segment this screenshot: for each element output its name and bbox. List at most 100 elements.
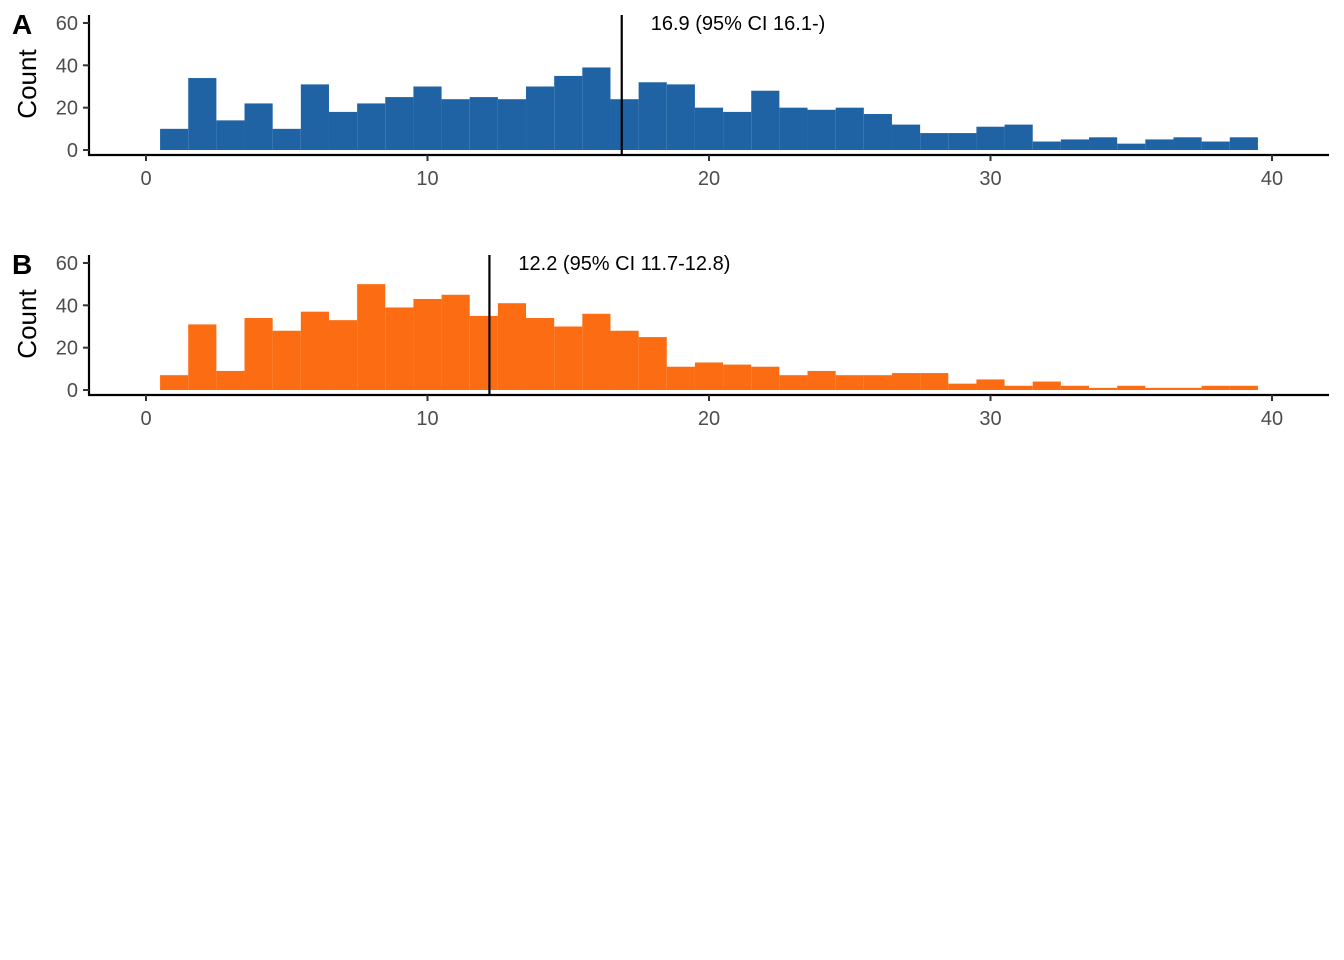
panel-b-bar bbox=[863, 375, 892, 390]
panel-b-y-tick-label: 60 bbox=[56, 253, 78, 275]
panel-b-bar bbox=[920, 373, 949, 390]
panel-a-bar bbox=[300, 84, 329, 150]
panel-a-bar bbox=[1201, 141, 1230, 150]
panel-a-bar bbox=[385, 97, 414, 150]
panel-b-bar bbox=[948, 383, 977, 390]
panel-a-bar bbox=[441, 99, 470, 150]
panel-a-bar bbox=[1117, 143, 1146, 150]
panel-a-bar bbox=[1004, 124, 1033, 150]
panel-b-bar bbox=[582, 313, 611, 390]
panel-b-y-tick-label: 40 bbox=[56, 295, 78, 317]
panel-b-tag: B bbox=[12, 249, 32, 280]
panel-b-bar bbox=[1089, 387, 1118, 390]
panel-b-bar bbox=[160, 375, 189, 390]
panel-a-median-annotation: 16.9 (95% CI 16.1-) bbox=[651, 13, 826, 35]
panel-b-x-tick-label: 0 bbox=[140, 408, 151, 430]
panel-a-bar bbox=[976, 126, 1005, 150]
panel-a-bar bbox=[835, 107, 864, 150]
panel-b-bar bbox=[216, 370, 245, 390]
panel-a-bar bbox=[469, 97, 498, 150]
panel-a-bar bbox=[863, 114, 892, 150]
panel-a-bar bbox=[328, 111, 358, 150]
panel-b-bar bbox=[1117, 385, 1146, 390]
panel-a-bar bbox=[779, 107, 808, 150]
panel-a-y-tick-label: 0 bbox=[67, 140, 78, 162]
panel-a-bar bbox=[160, 128, 189, 150]
panel-b-bar bbox=[694, 362, 724, 390]
panel-a-bar bbox=[497, 99, 527, 150]
panel-b-bar bbox=[1032, 381, 1061, 390]
panel-a-x-tick-label: 0 bbox=[140, 168, 151, 190]
panel-b-y-axis-title: Count bbox=[12, 289, 42, 359]
panel-a-bar bbox=[1173, 137, 1202, 150]
panel-b-bar bbox=[976, 379, 1005, 390]
panel-a-bar bbox=[694, 107, 724, 150]
panel-b-x-tick-label: 10 bbox=[416, 408, 438, 430]
panel-a-y-tick-label: 40 bbox=[56, 55, 78, 77]
panel-b-bar bbox=[1004, 385, 1033, 390]
panel-a-bar bbox=[1145, 139, 1174, 150]
panel-b-bar bbox=[723, 364, 752, 390]
panel-a-bar bbox=[526, 86, 555, 150]
panel-a-bar bbox=[357, 103, 386, 150]
panel-a-bar bbox=[554, 75, 583, 150]
panel-a-bar bbox=[891, 124, 921, 150]
panel-a-axes: 0 20 40 60 0 10 20 30 40 bbox=[56, 13, 1329, 190]
panel-b-x-tick-label: 30 bbox=[979, 408, 1001, 430]
panel-a-bar bbox=[413, 86, 442, 150]
panel-b-bar bbox=[554, 326, 583, 390]
panel-b-bar bbox=[891, 373, 921, 390]
panel-a-x-tick-label: 10 bbox=[416, 168, 438, 190]
panel-a-bar bbox=[216, 120, 245, 150]
panel-b-bar bbox=[469, 315, 498, 390]
panel-b-axes: 0 20 40 60 0 10 20 30 40 bbox=[56, 253, 1329, 430]
panel-b-bar bbox=[357, 284, 386, 390]
panel-b-y-tick-label: 20 bbox=[56, 338, 78, 360]
panel-a-bar bbox=[948, 133, 977, 150]
panel-b-bar bbox=[751, 366, 780, 390]
panel-b-bar bbox=[441, 294, 470, 390]
panel-b-bar bbox=[807, 370, 836, 390]
panel-b-bar bbox=[779, 375, 808, 390]
panel-a-y-axis-title: Count bbox=[12, 49, 42, 119]
panel-a-bar bbox=[807, 109, 836, 150]
panel-b-bar bbox=[385, 307, 414, 390]
panel-b-bar bbox=[1145, 387, 1174, 390]
panel-b-bar bbox=[497, 303, 527, 390]
panel-b-bar bbox=[610, 330, 639, 390]
panel-a-bar bbox=[610, 99, 639, 150]
panel-b-bar bbox=[328, 320, 358, 390]
panel-a-bar bbox=[582, 67, 611, 150]
panel-b-bar bbox=[1060, 385, 1090, 390]
panel-b-bar bbox=[272, 330, 301, 390]
panel-b-bars bbox=[160, 284, 1258, 390]
panel-b-median-annotation: 12.2 (95% CI 11.7-12.8) bbox=[518, 253, 730, 275]
panel-a-tag: A bbox=[12, 9, 32, 40]
panel-b-bar bbox=[300, 311, 329, 390]
panel-a-bar bbox=[723, 111, 752, 150]
panel-a-bar bbox=[751, 90, 780, 150]
panel-a-bars bbox=[160, 67, 1258, 150]
panel-a-x-tick-label: 20 bbox=[698, 168, 720, 190]
panel-b-x-tick-label: 20 bbox=[698, 408, 720, 430]
panel-b-bar bbox=[413, 298, 442, 390]
panel-b-x-tick-label: 40 bbox=[1261, 408, 1283, 430]
panel-b-bar bbox=[244, 318, 273, 390]
panel-a-bar bbox=[638, 82, 667, 150]
panel-a-bar bbox=[244, 103, 273, 150]
panel-a-bar bbox=[272, 128, 301, 150]
panel-a-bar bbox=[1229, 137, 1258, 150]
panel-b-bar bbox=[188, 324, 217, 390]
panel-a-bar bbox=[1089, 137, 1118, 150]
panel-a-x-tick-label: 30 bbox=[979, 168, 1001, 190]
panel-b-bar bbox=[1229, 385, 1258, 390]
panel-a-x-tick-label: 40 bbox=[1261, 168, 1283, 190]
panel-a-bar bbox=[1032, 141, 1061, 150]
panel-b-bar bbox=[666, 366, 695, 390]
panel-b-bar bbox=[835, 375, 864, 390]
panel-a: A Count 0 20 40 60 0 10 20 30 40 16.9 (95% CI 16… bbox=[12, 9, 1329, 190]
panel-b-bar bbox=[1201, 385, 1230, 390]
panel-a-bar bbox=[920, 133, 949, 150]
